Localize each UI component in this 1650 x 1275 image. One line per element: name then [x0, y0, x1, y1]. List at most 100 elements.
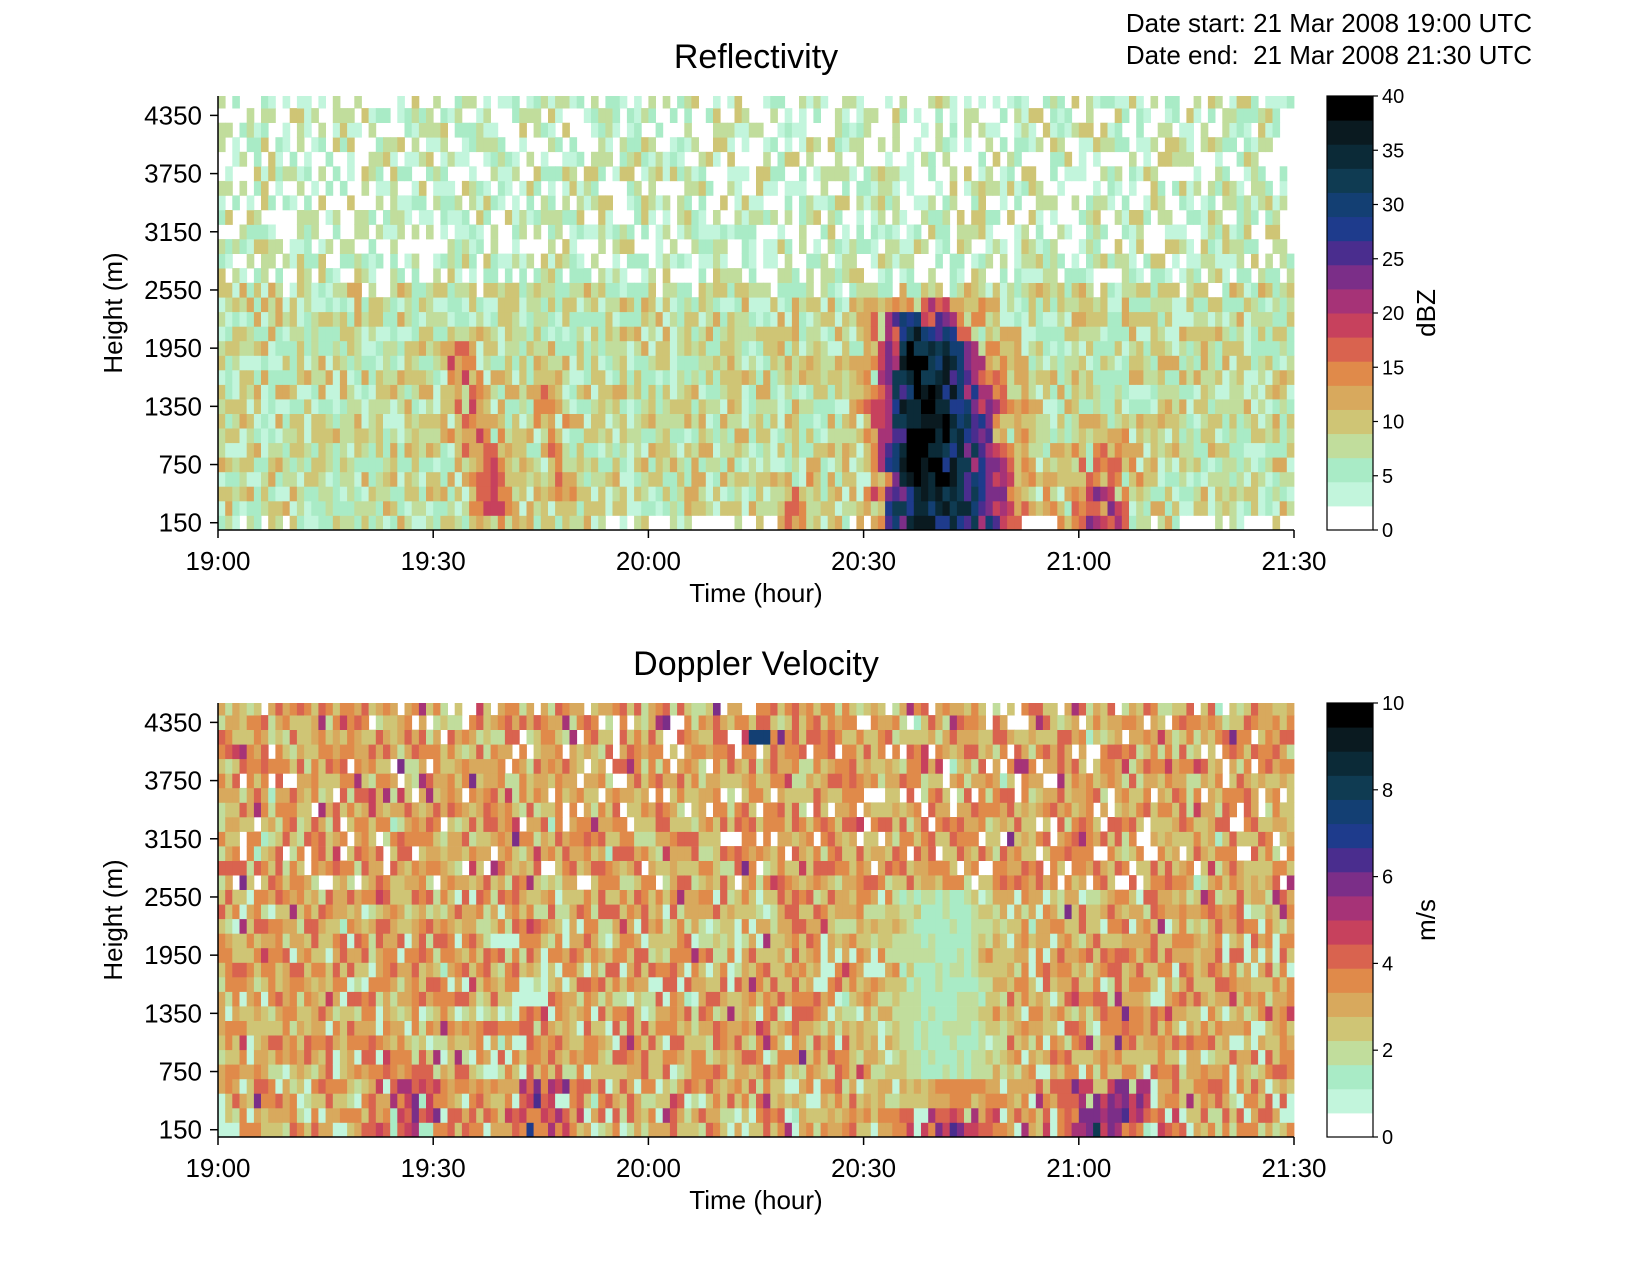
heatmap-cell — [246, 715, 255, 730]
heatmap-cell — [368, 802, 377, 818]
heatmap-cell — [1258, 137, 1266, 153]
heatmap-cell — [827, 370, 836, 385]
heatmap-cell — [1107, 195, 1116, 211]
heatmap-cell — [332, 729, 341, 745]
heatmap-cell — [1028, 108, 1037, 123]
heatmap-cell — [275, 773, 283, 789]
heatmap-cell — [447, 875, 456, 890]
heatmap-cell — [978, 326, 986, 342]
heatmap-cell — [332, 413, 341, 429]
heatmap-cell — [504, 457, 513, 473]
heatmap-cell — [304, 195, 312, 211]
heatmap-cell — [218, 515, 226, 531]
heatmap-cell — [705, 500, 714, 516]
heatmap-cell — [411, 1078, 420, 1094]
heatmap-cell — [526, 515, 535, 531]
heatmap-cell — [1071, 195, 1080, 211]
heatmap-cell — [253, 399, 262, 414]
heatmap-cell — [397, 875, 405, 890]
heatmap-cell — [311, 486, 319, 502]
heatmap-cell — [770, 340, 778, 356]
heatmap-cell — [490, 1122, 499, 1138]
heatmap-cell — [275, 933, 283, 949]
heatmap-cell — [971, 486, 979, 502]
heatmap-cell — [834, 268, 843, 283]
heatmap-cell — [820, 224, 829, 240]
heatmap-cell — [1014, 500, 1022, 516]
heatmap-cell — [1071, 340, 1080, 356]
heatmap-cell — [332, 297, 341, 313]
heatmap-cell — [490, 500, 499, 516]
heatmap-cell — [268, 457, 276, 473]
heatmap-cell — [978, 224, 986, 240]
heatmap-cell — [648, 210, 656, 225]
heatmap-cell — [1007, 151, 1015, 167]
heatmap-cell — [1179, 428, 1187, 444]
heatmap-cell — [490, 224, 499, 240]
heatmap-cell — [225, 515, 233, 531]
heatmap-cell — [490, 282, 499, 298]
heatmap-cell — [971, 442, 979, 458]
heatmap-cell — [497, 860, 506, 876]
heatmap-cell — [813, 210, 821, 225]
heatmap-cell — [418, 355, 427, 371]
heatmap-cell — [1279, 311, 1288, 327]
heatmap-cell — [318, 326, 326, 342]
heatmap-cell — [734, 122, 743, 138]
heatmap-cell — [999, 428, 1008, 444]
heatmap-cell — [311, 282, 319, 298]
heatmap-cell — [691, 370, 699, 385]
heatmap-cell — [490, 457, 499, 473]
heatmap-cell — [583, 166, 592, 182]
heatmap-cell — [246, 744, 255, 760]
heatmap-cell — [641, 370, 649, 385]
heatmap-cell — [748, 355, 757, 371]
heatmap-cell — [447, 1093, 456, 1109]
heatmap-cell — [691, 355, 699, 371]
heatmap-cell — [741, 399, 750, 414]
heatmap-cell — [332, 1107, 341, 1123]
heatmap-cell — [1207, 210, 1216, 225]
heatmap-cell — [756, 370, 764, 385]
heatmap-cell — [1200, 370, 1209, 385]
heatmap-cell — [734, 384, 743, 400]
heatmap-cell — [504, 817, 513, 832]
heatmap-cell — [655, 122, 664, 138]
heatmap-cell — [533, 370, 542, 385]
heatmap-cell — [892, 195, 900, 211]
heatmap-cell — [806, 442, 814, 458]
heatmap-cell — [1215, 180, 1223, 196]
heatmap-cell — [383, 428, 391, 444]
heatmap-cell — [576, 457, 585, 473]
heatmap-cell — [1086, 224, 1094, 240]
heatmap-cell — [354, 991, 362, 1007]
heatmap-cell — [741, 370, 750, 385]
heatmap-cell — [641, 210, 649, 225]
heatmap-cell — [548, 355, 556, 371]
heatmap-cell — [526, 311, 535, 327]
heatmap-cell — [318, 96, 326, 109]
heatmap-cell — [935, 108, 943, 123]
heatmap-cell — [1157, 457, 1166, 473]
heatmap-cell — [885, 166, 893, 182]
heatmap-cell — [1107, 457, 1116, 473]
heatmap-cell — [799, 297, 807, 313]
heatmap-cell — [483, 500, 491, 516]
heatmap-cell — [1236, 268, 1245, 283]
heatmap-cell — [504, 729, 513, 745]
heatmap-cell — [634, 340, 642, 356]
heatmap-cell — [655, 311, 664, 327]
heatmap-cell — [325, 846, 334, 861]
heatmap-cell — [691, 442, 699, 458]
heatmap-cell — [461, 253, 470, 269]
heatmap-cell — [383, 918, 391, 934]
heatmap-cell — [748, 428, 757, 444]
heatmap-cell — [490, 889, 499, 905]
heatmap-cell — [447, 1064, 456, 1080]
heatmap-cell — [261, 137, 269, 153]
heatmap-cell — [411, 326, 420, 342]
heatmap-cell — [1143, 166, 1151, 182]
heatmap-cell — [935, 311, 943, 327]
heatmap-cell — [1186, 253, 1194, 269]
heatmap-cell — [1243, 122, 1252, 138]
